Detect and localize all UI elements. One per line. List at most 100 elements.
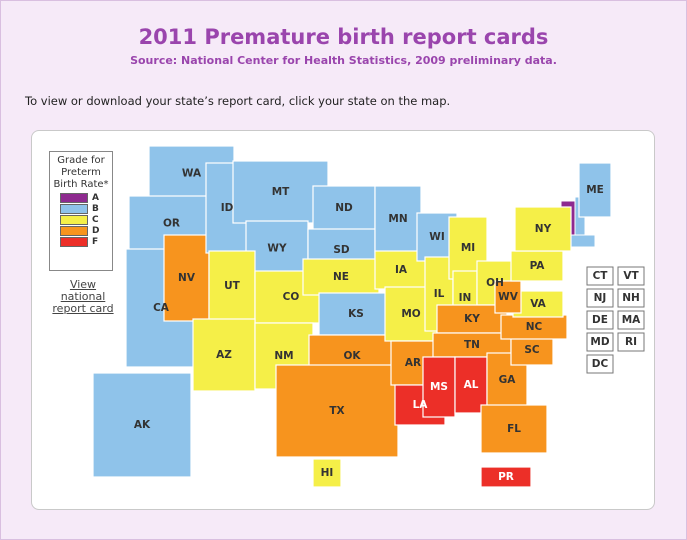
legend-swatch <box>60 226 88 236</box>
state[interactable] <box>578 162 612 218</box>
state-label: NE <box>333 271 349 283</box>
state-label: AK <box>134 419 151 431</box>
state-label: UT <box>224 280 241 292</box>
state-label: ND <box>335 202 353 214</box>
state[interactable] <box>312 458 342 488</box>
legend-item: D <box>60 226 112 236</box>
state[interactable] <box>232 160 329 224</box>
state-label: MS <box>430 381 448 393</box>
legend-label: F <box>92 237 99 247</box>
small-state-label: RI <box>625 336 637 348</box>
state[interactable] <box>192 318 256 392</box>
legend-item: F <box>60 237 112 247</box>
state-label: KY <box>464 313 480 325</box>
title: 2011 Premature birth report cards <box>138 25 549 49</box>
small-state-button[interactable] <box>617 310 645 330</box>
state-label: IL <box>434 288 445 300</box>
small-state-button[interactable] <box>586 332 614 352</box>
state-label: OH <box>486 277 504 289</box>
state-shape[interactable] <box>568 234 596 248</box>
legend-swatch <box>60 237 88 247</box>
state[interactable] <box>454 356 488 414</box>
state-label: CO <box>283 291 300 303</box>
state[interactable] <box>480 466 532 488</box>
legend-item: B <box>60 204 112 214</box>
state-label: PA <box>530 260 546 272</box>
small-state-label: DE <box>592 314 608 326</box>
national-link[interactable]: View national report card <box>52 278 114 315</box>
state-label: WI <box>429 231 445 243</box>
state-label: AR <box>405 357 421 369</box>
state[interactable] <box>92 372 192 478</box>
legend-item: A <box>60 193 112 203</box>
state-label: WA <box>182 168 202 180</box>
state-label: MO <box>401 308 420 320</box>
state[interactable] <box>422 356 456 418</box>
state-label: TN <box>464 339 480 351</box>
state-label: SD <box>333 244 350 256</box>
small-state-button[interactable] <box>586 310 614 330</box>
state[interactable] <box>480 404 548 454</box>
state-label: AZ <box>216 349 232 361</box>
state[interactable] <box>302 258 380 296</box>
small-state-button[interactable] <box>586 288 614 308</box>
state-label: NV <box>178 272 196 284</box>
small-state-label: NJ <box>594 292 607 304</box>
state-label: OK <box>343 350 361 362</box>
state[interactable] <box>318 292 394 336</box>
state[interactable] <box>510 250 564 282</box>
legend-title: Grade for Preterm Birth Rate* <box>53 155 109 190</box>
state-label: WY <box>267 243 287 255</box>
small-state-button[interactable] <box>617 288 645 308</box>
legend-label: D <box>92 226 100 236</box>
state[interactable] <box>494 280 522 314</box>
state-label: MT <box>272 186 290 198</box>
legend-swatch <box>60 204 88 214</box>
state-label: LA <box>413 399 429 411</box>
state-label: IA <box>395 264 408 276</box>
subtitle: Source: National Center for Health Stati… <box>130 54 557 67</box>
legend-swatch <box>60 215 88 225</box>
state-label: NM <box>274 350 293 362</box>
state-label: MN <box>388 213 407 225</box>
small-state-label: MA <box>622 314 641 326</box>
legend-item: C <box>60 215 112 225</box>
state-label: WV <box>498 291 519 303</box>
state-label: NY <box>535 223 552 235</box>
state-label: KS <box>348 308 364 320</box>
state-label: NC <box>526 321 543 333</box>
state-label: FL <box>507 423 521 435</box>
small-state-button[interactable] <box>586 354 614 374</box>
instruction: To view or download your state’s report … <box>25 94 451 108</box>
small-state-button[interactable] <box>617 266 645 286</box>
small-state-label: MD <box>590 336 609 348</box>
small-state-label: VT <box>623 270 639 282</box>
legend-label: A <box>92 193 99 203</box>
state-label: HI <box>321 467 334 479</box>
state[interactable] <box>514 206 572 252</box>
state-label: SC <box>524 344 540 356</box>
state-label: ID <box>221 202 234 214</box>
small-state-label: NH <box>622 292 640 304</box>
state-label: CA <box>153 302 170 314</box>
legend-label: B <box>92 204 99 214</box>
state[interactable] <box>500 314 568 340</box>
state-label: PR <box>498 471 514 483</box>
state[interactable] <box>245 220 309 277</box>
legend-swatch <box>60 193 88 203</box>
state-label: OR <box>163 218 180 230</box>
state[interactable] <box>275 364 399 458</box>
small-state-label: DC <box>592 358 609 370</box>
small-state-label: CT <box>593 270 609 282</box>
state[interactable] <box>254 270 328 324</box>
state-label: AL <box>464 379 479 391</box>
state-label: VA <box>530 298 546 310</box>
small-state-button[interactable] <box>586 266 614 286</box>
small-state-button[interactable] <box>617 332 645 352</box>
state-label: TX <box>329 405 344 417</box>
state-label: IN <box>459 292 472 304</box>
legend-label: C <box>92 215 99 225</box>
